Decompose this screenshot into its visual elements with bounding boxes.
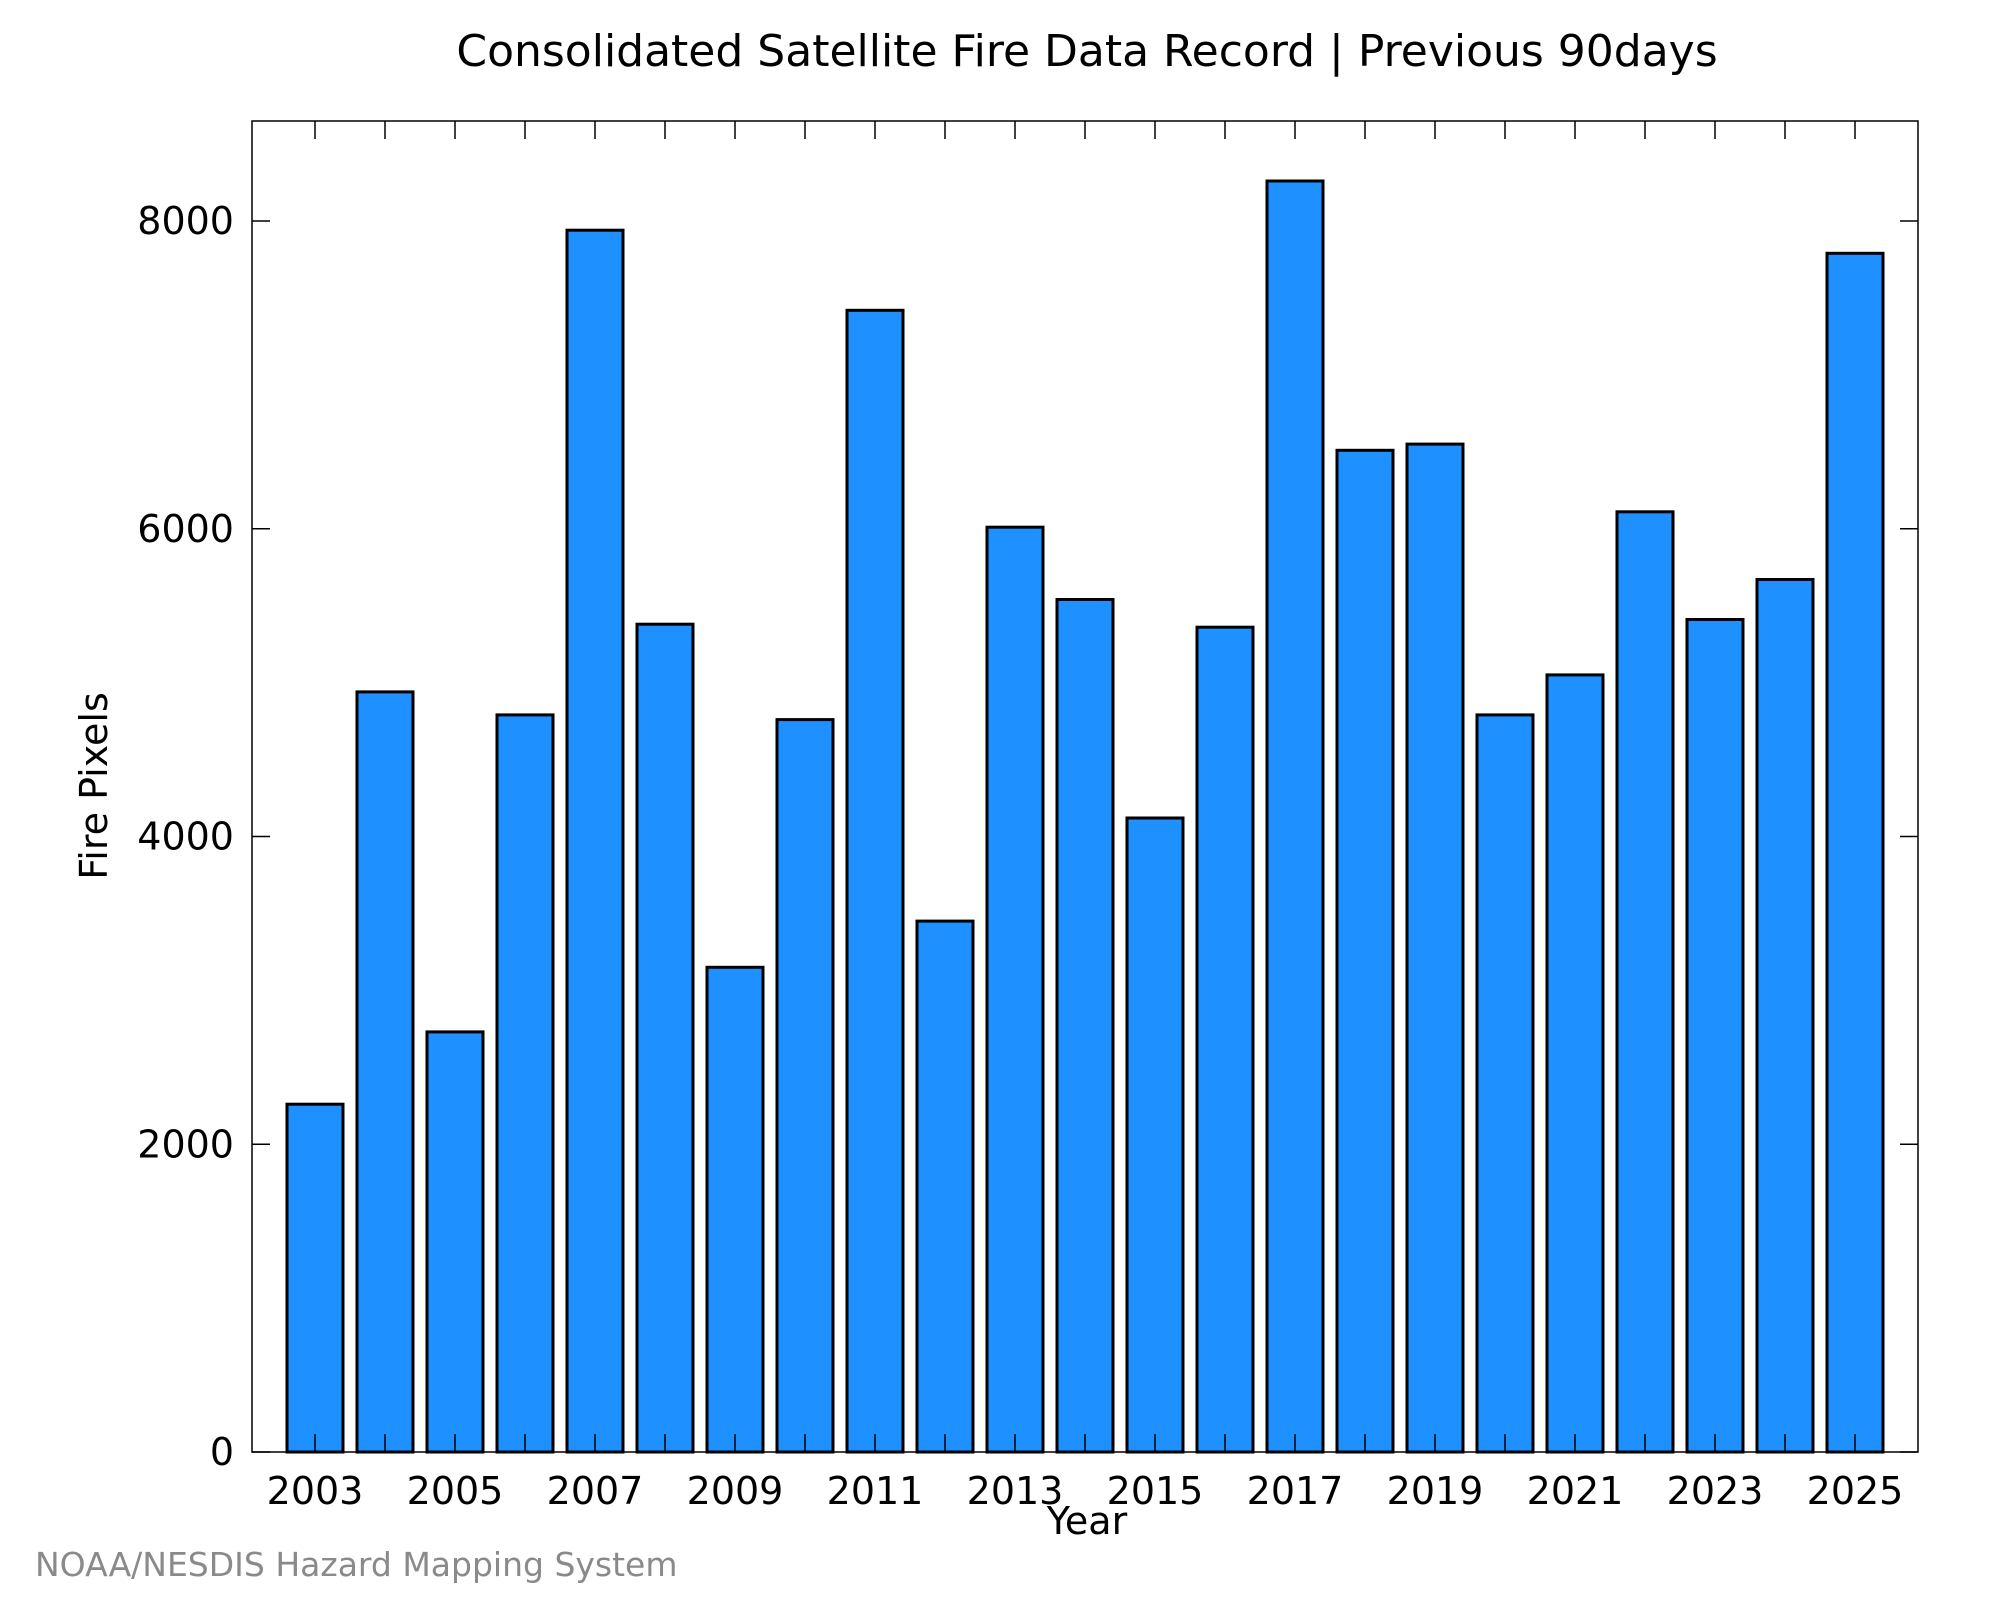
x-tick-label: 2013 xyxy=(967,1469,1064,1513)
x-tick-label: 2005 xyxy=(407,1469,504,1513)
bar-2009 xyxy=(705,965,765,1454)
bar-2014 xyxy=(1055,598,1115,1454)
x-tick-label: 2023 xyxy=(1667,1469,1764,1513)
bar-2006 xyxy=(495,713,555,1454)
bar-2004 xyxy=(355,690,415,1454)
y-axis-label: Fire Pixels xyxy=(72,692,116,880)
x-tick-label: 2009 xyxy=(687,1469,784,1513)
x-tick-label: 2019 xyxy=(1387,1469,1484,1513)
bar-2008 xyxy=(635,622,695,1454)
bar-2020 xyxy=(1475,713,1535,1454)
x-tick-label: 2003 xyxy=(267,1469,364,1513)
bar-2003 xyxy=(285,1102,345,1454)
bar-2018 xyxy=(1335,448,1395,1454)
x-tick-label: 2021 xyxy=(1527,1469,1624,1513)
data-source-credit: NOAA/NESDIS Hazard Mapping System xyxy=(35,1545,678,1584)
x-tick-label: 2011 xyxy=(827,1469,924,1513)
bar-2024 xyxy=(1755,578,1815,1454)
bar-2021 xyxy=(1545,673,1605,1454)
y-axis-ticks: 0 2000 4000 6000 8000 xyxy=(137,199,1918,1474)
bar-2016 xyxy=(1195,625,1255,1454)
bar-2019 xyxy=(1405,442,1465,1454)
bar-2011 xyxy=(845,308,905,1454)
bar-2022 xyxy=(1615,510,1675,1454)
y-tick-label: 0 xyxy=(210,1430,234,1474)
bar-2023 xyxy=(1685,618,1745,1454)
bars-group xyxy=(285,179,1885,1454)
chart-title: Consolidated Satellite Fire Data Record … xyxy=(456,26,1717,77)
y-tick-label: 8000 xyxy=(137,199,234,243)
x-axis-ticks: 2003 2005 2007 2009 2011 2013 2015 2017 2019 2021… xyxy=(267,121,1904,1513)
x-axis-label: Year xyxy=(1046,1499,1128,1543)
bar-2013 xyxy=(985,525,1045,1454)
bar-2017 xyxy=(1265,179,1325,1454)
y-tick-label: 2000 xyxy=(137,1122,234,1166)
bar-2015 xyxy=(1125,816,1185,1454)
x-tick-label: 2015 xyxy=(1107,1469,1204,1513)
x-tick-label: 2007 xyxy=(547,1469,644,1513)
x-tick-label: 2025 xyxy=(1807,1469,1904,1513)
y-tick-label: 6000 xyxy=(137,507,234,551)
y-tick-label: 4000 xyxy=(137,815,234,859)
bar-2025 xyxy=(1825,251,1885,1454)
bar-2005 xyxy=(425,1030,485,1454)
x-tick-label: 2017 xyxy=(1247,1469,1344,1513)
bar-2012 xyxy=(915,919,975,1454)
bar-2010 xyxy=(775,718,835,1454)
bar-2007 xyxy=(565,228,625,1454)
